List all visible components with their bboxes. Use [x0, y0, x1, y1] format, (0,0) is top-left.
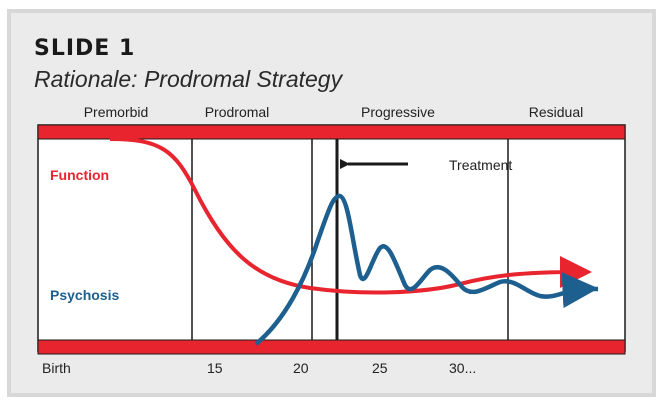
slide-title: Rationale: Prodromal Strategy: [34, 66, 343, 92]
phase-residual: Residual: [528, 104, 584, 120]
tick-birth: Birth: [42, 360, 71, 376]
tick-15: 15: [207, 360, 223, 376]
function-curve: [109, 137, 592, 295]
bottom-band: [37, 339, 626, 355]
tick-25: 25: [372, 360, 388, 376]
tick-20: 20: [293, 360, 309, 376]
top-band: [37, 124, 626, 140]
phase-prodromal: Prodromal: [204, 104, 270, 120]
psychosis-curve: [254, 193, 599, 346]
tick-30: 30...: [449, 360, 477, 376]
treatment-label: Treatment: [449, 157, 513, 173]
phase-premorbid: Premorbid: [83, 104, 149, 120]
slide-number: SLIDE 1: [34, 36, 136, 61]
phase-progressive: Progressive: [361, 104, 435, 120]
legend-psychosis: Psychosis: [50, 287, 120, 303]
legend-function: Function: [50, 167, 110, 183]
chart-area: [37, 124, 626, 352]
